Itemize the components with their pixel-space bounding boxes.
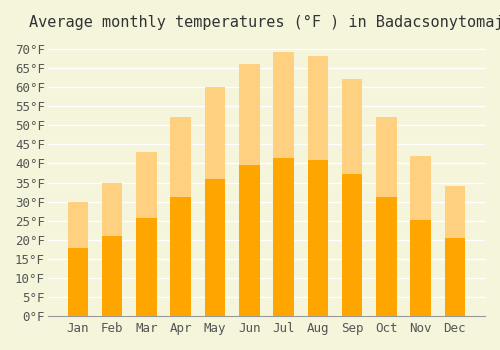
Bar <box>308 56 328 316</box>
Bar <box>308 56 328 160</box>
Bar <box>204 87 226 178</box>
Bar <box>376 118 396 197</box>
Bar <box>136 152 156 316</box>
Bar <box>68 202 88 247</box>
Bar <box>68 202 88 316</box>
Bar <box>342 79 362 174</box>
Bar <box>342 79 362 316</box>
Bar <box>102 182 122 236</box>
Bar <box>170 118 191 316</box>
Bar <box>444 186 465 238</box>
Bar <box>239 64 260 316</box>
Bar <box>444 186 465 316</box>
Bar <box>410 156 431 220</box>
Bar <box>170 118 191 197</box>
Bar <box>136 152 156 218</box>
Bar <box>273 52 294 316</box>
Title: Average monthly temperatures (°F ) in Badacsonytomaj: Average monthly temperatures (°F ) in Ba… <box>29 15 500 30</box>
Bar <box>273 52 294 158</box>
Bar <box>102 182 122 316</box>
Bar <box>239 64 260 165</box>
Bar <box>410 156 431 316</box>
Bar <box>204 87 226 316</box>
Bar <box>376 118 396 316</box>
